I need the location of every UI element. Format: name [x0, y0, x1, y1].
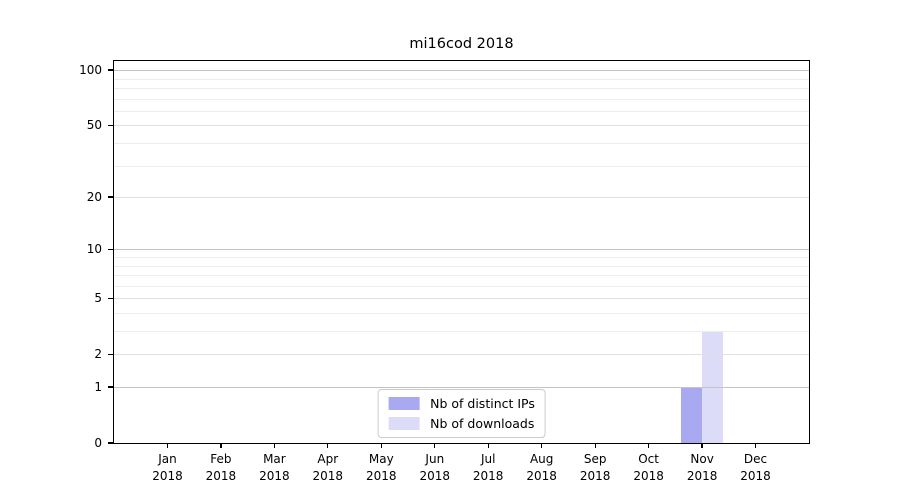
minor-gridline-3 — [114, 331, 809, 332]
minor-gridline-6 — [114, 285, 809, 287]
bar-downloads — [702, 330, 724, 443]
x-tick-label-may: May 2018 — [351, 451, 411, 484]
x-label-month: Jul — [480, 452, 496, 466]
gridline-1 — [114, 387, 809, 388]
x-label-year: 2018 — [259, 468, 290, 483]
minor-gridline-9 — [114, 256, 809, 258]
x-label-year: 2018 — [205, 468, 237, 483]
x-tick-mark-jan — [166, 443, 169, 448]
gridline-100 — [114, 70, 809, 72]
x-tick-label-dec: Dec 2018 — [726, 451, 786, 484]
legend-label-downloads: Nb of downloads — [430, 416, 535, 431]
bar-distinct-ips — [681, 387, 703, 443]
x-tick-mark-aug — [541, 443, 543, 448]
x-tick-label-nov: Nov 2018 — [672, 451, 732, 484]
x-tick-label-aug: Aug 2018 — [512, 451, 572, 484]
y-tick-label-2: 2 — [94, 347, 102, 362]
x-tick-label-jul: Jul 2018 — [458, 451, 518, 484]
x-tick-mark-dec — [754, 443, 757, 448]
gridline-5 — [114, 298, 809, 300]
x-label-month: Mar — [263, 452, 286, 466]
x-label-month: Apr — [317, 452, 339, 466]
x-label-month: Jan — [158, 452, 177, 466]
y-tick-label-5: 5 — [94, 291, 102, 306]
gridline-20 — [114, 197, 809, 198]
gridline-50 — [114, 125, 809, 127]
x-label-year: 2018 — [686, 468, 718, 483]
x-label-year: 2018 — [366, 468, 397, 483]
y-tick-mark-50 — [108, 124, 114, 126]
minor-gridline-40 — [114, 142, 809, 144]
x-tick-label-jun: Jun 2018 — [405, 451, 465, 484]
x-label-month: Aug — [529, 452, 554, 466]
x-tick-mark-mar — [273, 443, 276, 448]
legend-row-distinct-ips: Nb of distinct IPs — [388, 396, 535, 411]
x-label-month: Dec — [743, 452, 768, 466]
x-tick-label-jan: Jan 2018 — [138, 451, 198, 484]
x-tick-label-feb: Feb 2018 — [191, 451, 251, 484]
y-tick-label-50: 50 — [86, 118, 102, 133]
y-tick-label-0: 0 — [94, 436, 102, 450]
y-tick-mark-0 — [108, 442, 114, 444]
minor-gridline-60 — [114, 110, 809, 112]
minor-gridline-80 — [114, 87, 809, 89]
legend-row-downloads: Nb of downloads — [388, 416, 535, 431]
y-tick-label-10: 10 — [86, 242, 102, 257]
minor-gridline-70 — [114, 98, 809, 100]
x-tick-label-mar: Mar 2018 — [244, 451, 304, 484]
y-tick-label-100: 100 — [79, 63, 102, 78]
gridline-10 — [114, 249, 809, 251]
x-label-year: 2018 — [312, 468, 344, 483]
x-label-year: 2018 — [419, 468, 451, 483]
x-label-month: Jun — [425, 452, 445, 466]
x-label-month: Oct — [638, 452, 659, 466]
y-tick-mark-10 — [108, 248, 114, 250]
y-tick-mark-100 — [108, 69, 114, 71]
x-tick-mark-jul — [487, 443, 489, 448]
x-label-month: Nov — [690, 452, 714, 466]
legend-label-distinct-ips: Nb of distinct IPs — [430, 396, 535, 411]
gridline-2 — [114, 354, 809, 356]
y-tick-mark-20 — [108, 196, 114, 198]
x-label-month: Feb — [210, 452, 232, 466]
x-label-year: 2018 — [152, 468, 183, 483]
minor-gridline-4 — [114, 312, 809, 314]
x-label-month: May — [368, 452, 394, 466]
x-tick-mark-oct — [647, 443, 650, 448]
x-tick-mark-jun — [434, 443, 436, 448]
x-label-year: 2018 — [472, 468, 504, 483]
x-tick-label-sep: Sep 2018 — [565, 451, 625, 484]
downloads-swatch — [388, 417, 420, 430]
x-tick-mark-nov — [701, 443, 703, 448]
x-label-year: 2018 — [740, 468, 771, 483]
x-label-year: 2018 — [633, 468, 664, 483]
y-tick-label-1: 1 — [94, 380, 102, 394]
minor-gridline-7 — [114, 275, 809, 276]
distinct-ips-swatch — [388, 397, 420, 410]
x-label-month: Sep — [583, 452, 607, 466]
y-tick-mark-5 — [108, 297, 114, 299]
x-tick-mark-feb — [220, 443, 222, 448]
y-tick-mark-2 — [108, 353, 114, 355]
x-tick-label-apr: Apr 2018 — [298, 451, 358, 484]
legend: Nb of distinct IPs Nb of downloads — [377, 389, 546, 438]
y-tick-mark-1 — [108, 386, 114, 388]
x-label-year: 2018 — [526, 468, 557, 483]
minor-gridline-8 — [114, 265, 809, 267]
y-tick-label-20: 20 — [86, 190, 102, 204]
plot-area: Nb of distinct IPs Nb of downloads — [113, 60, 810, 444]
x-tick-mark-apr — [327, 443, 329, 448]
x-tick-label-oct: Oct 2018 — [619, 451, 679, 484]
minor-gridline-90 — [114, 78, 809, 80]
x-tick-mark-may — [380, 443, 382, 448]
x-tick-mark-sep — [594, 443, 596, 448]
chart-title: mi16cod 2018 — [409, 36, 514, 52]
x-label-year: 2018 — [579, 468, 611, 483]
minor-gridline-30 — [114, 165, 809, 167]
